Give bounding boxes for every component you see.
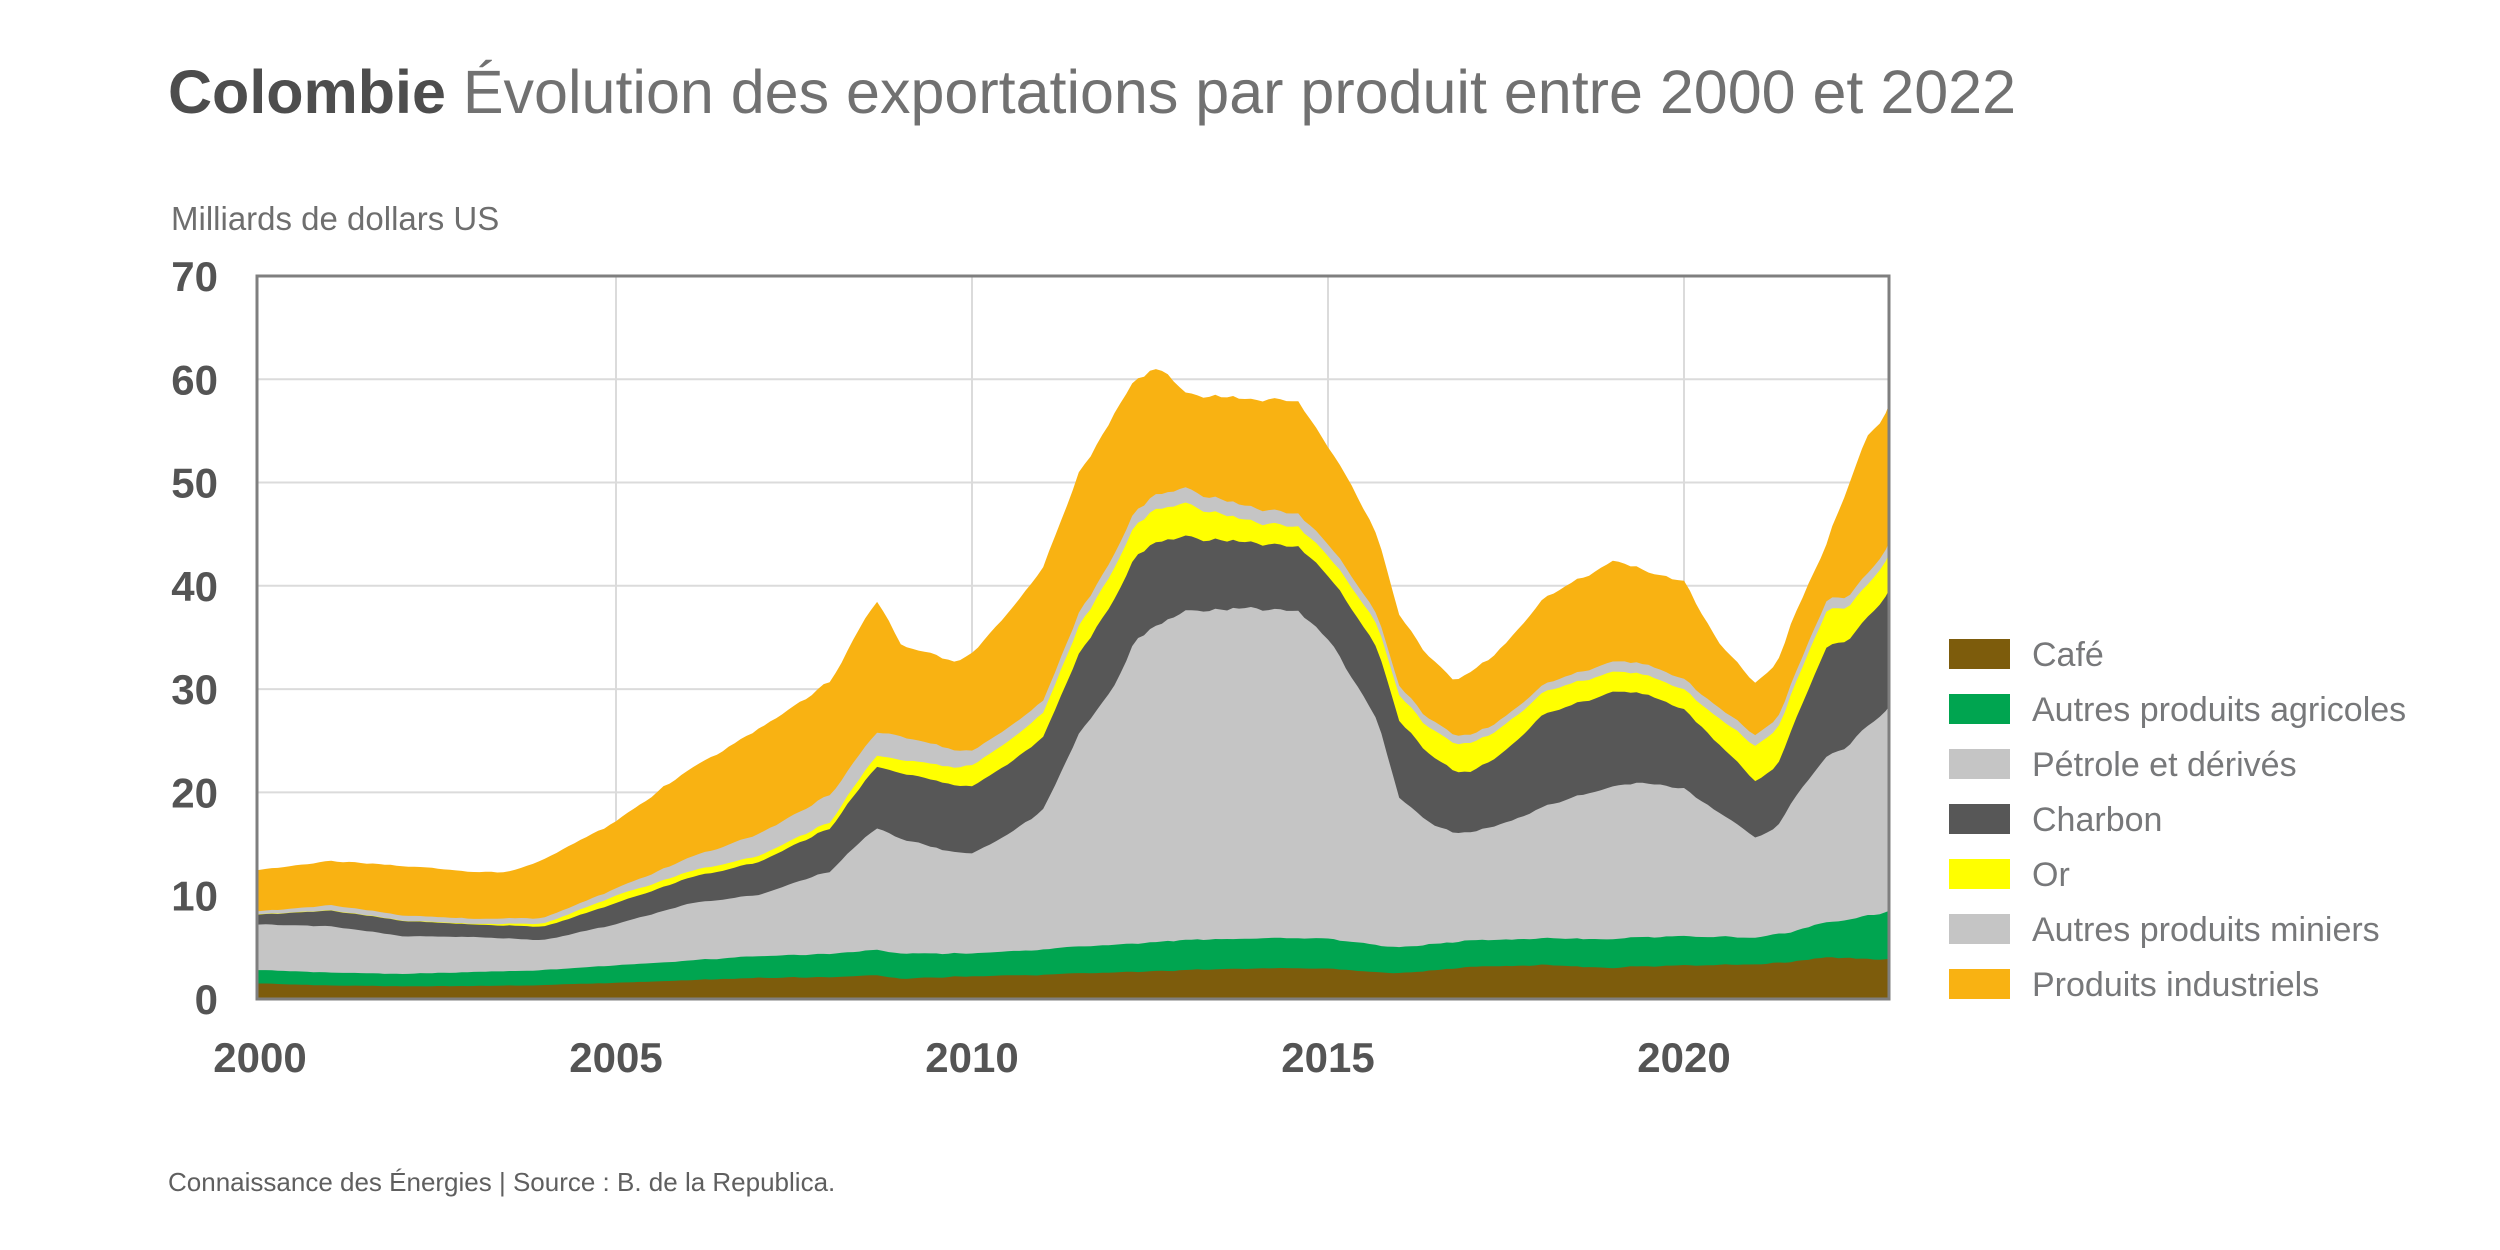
svg-text:2005: 2005 xyxy=(569,1034,662,1081)
svg-text:40: 40 xyxy=(171,563,218,610)
svg-text:Pétrole et dérivés: Pétrole et dérivés xyxy=(2032,746,2297,784)
svg-text:2015: 2015 xyxy=(1281,1034,1374,1081)
svg-text:Connaissance des Énergies | So: Connaissance des Énergies | Source : B. … xyxy=(168,1167,835,1197)
svg-text:50: 50 xyxy=(171,460,218,507)
svg-text:0: 0 xyxy=(195,976,218,1023)
svg-text:Colombie Évolution des exporta: Colombie Évolution des exportations par … xyxy=(168,58,2016,126)
svg-text:Or: Or xyxy=(2032,856,2070,894)
svg-text:2010: 2010 xyxy=(925,1034,1018,1081)
svg-text:Charbon: Charbon xyxy=(2032,801,2162,839)
svg-text:Autres produits miniers: Autres produits miniers xyxy=(2032,911,2380,949)
svg-text:2020: 2020 xyxy=(1637,1034,1730,1081)
svg-text:Autres produits agricoles: Autres produits agricoles xyxy=(2032,691,2406,729)
svg-text:20: 20 xyxy=(171,769,218,816)
svg-text:Café: Café xyxy=(2032,636,2104,674)
svg-text:60: 60 xyxy=(171,356,218,403)
svg-text:Produits industriels: Produits industriels xyxy=(2032,966,2319,1004)
svg-text:10: 10 xyxy=(171,873,218,920)
svg-text:2000: 2000 xyxy=(213,1034,306,1081)
svg-text:Milliards de dollars US: Milliards de dollars US xyxy=(171,200,499,237)
svg-text:70: 70 xyxy=(171,253,218,300)
svg-text:30: 30 xyxy=(171,666,218,713)
